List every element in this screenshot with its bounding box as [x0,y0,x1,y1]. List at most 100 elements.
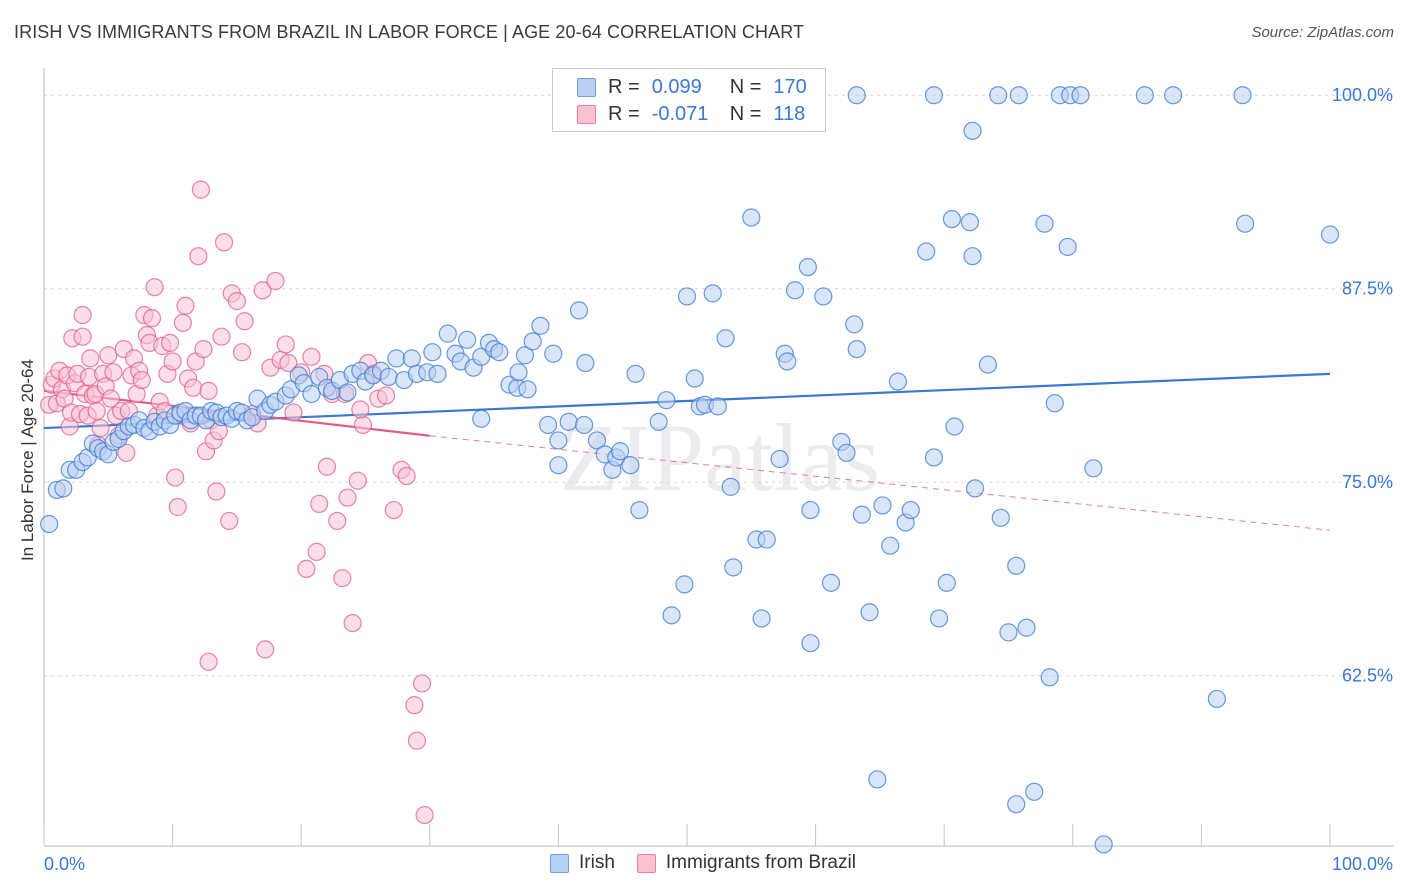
irish-point [852,505,871,524]
irish-point [989,86,1008,105]
irish-point [1045,394,1064,413]
brazil-point [338,488,357,507]
brazil-point [307,542,326,561]
irish-point [423,343,442,362]
irish-point [1135,86,1154,105]
brazil-point [166,468,185,487]
legend-swatch-irish [577,77,596,97]
irish-point [1025,782,1044,801]
brazil-point [104,363,123,382]
irish-point [1007,795,1026,814]
bottom-legend-label-irish: Irish [579,852,615,873]
irish-point [963,247,982,266]
brazil-point [87,401,106,421]
y-tick-label: 75.0% [1342,472,1393,492]
axis-ticks: 100.0% 87.5% 75.0% 62.5% 0.0% 100.0% [44,85,1393,874]
brazil-point [91,418,110,438]
brazil-point [232,343,252,362]
irish-point [845,315,864,334]
x-tick-label-right: 100.0% [1332,854,1393,874]
brazil-point [353,415,373,435]
chart-title: IRISH VS IMMIGRANTS FROM BRAZIL IN LABOR… [14,22,805,42]
bottom-legend: Irish Immigrants from Brazil [550,852,878,874]
irish-point [814,287,833,306]
irish-point [721,477,740,496]
irish-point [649,412,668,431]
irish-point [490,343,509,362]
brazil-point [384,500,403,520]
legend-r-label: R = [608,75,640,98]
irish-point [1071,86,1090,105]
irish-point [677,287,697,306]
irish-point [873,496,892,515]
irish-point [457,330,477,349]
irish-point [999,623,1018,642]
irish-point [888,372,908,391]
irish-point [544,344,563,363]
irish-point [801,500,820,520]
irish-point [1007,556,1026,575]
irish-point [1207,689,1226,709]
irish-point [611,442,630,461]
brazil-point [220,511,239,531]
irish-point [575,415,594,435]
irish-point [1035,214,1054,233]
brazil-point [160,333,180,352]
bottom-legend-item-brazil: Immigrants from Brazil [636,852,856,874]
irish-point [675,575,694,594]
irish-point [379,367,398,387]
brazil-point [317,457,337,476]
irish-point [54,479,73,498]
irish-point [917,242,936,261]
brazil-point [199,652,218,671]
legend-box: R = 0.099 N = 170 R = -0.071 N = 118 [552,68,826,132]
legend-swatch-brazil [577,104,596,124]
brazil-point [173,313,192,332]
brazil-point [407,731,427,750]
irish-point [438,324,457,343]
brazil-point [214,233,234,252]
brazil-point [142,309,162,328]
irish-point [770,449,789,469]
legend-r-value-brazil: -0.071 [651,102,709,125]
irish-point [662,606,681,625]
brazil-point [176,296,195,315]
brazil-point [405,696,424,715]
brazil-point [117,443,136,462]
irish-point [860,603,879,622]
irish-point [428,364,447,383]
brazil-point [73,305,92,325]
axes [43,68,1394,847]
brazil-point [194,339,213,359]
irish-point [549,431,568,450]
legend-row-irish: R = 0.099 N = 170 [577,75,807,99]
brazil-point [99,346,118,365]
irish-point [569,301,589,320]
brazil-point [235,312,254,331]
irish-point [868,770,887,789]
irish-point [1084,459,1103,478]
irish-point [778,352,797,371]
irish-point [509,363,528,382]
brazil-point [227,292,246,311]
brazil-point [397,466,416,486]
data-points [40,86,1340,854]
brazil-point [376,386,396,405]
irish-point [716,329,735,348]
irish-point [1233,86,1252,105]
brazil-point [343,613,362,633]
irish-point [703,284,722,303]
irish-point [1320,225,1340,244]
brazil-point [253,281,272,300]
irish-point [531,316,550,335]
legend-r-value-irish: 0.099 [651,75,702,98]
irish-point [587,431,607,450]
irish-point [338,383,357,402]
brazil-trend-extension [429,435,1331,531]
brazil-point [191,180,210,199]
bottom-legend-label-brazil: Immigrants from Brazil [665,852,856,873]
irish-point [991,508,1010,527]
brazil-point [333,569,352,588]
brazil-point [199,381,218,400]
irish-point [801,634,820,653]
